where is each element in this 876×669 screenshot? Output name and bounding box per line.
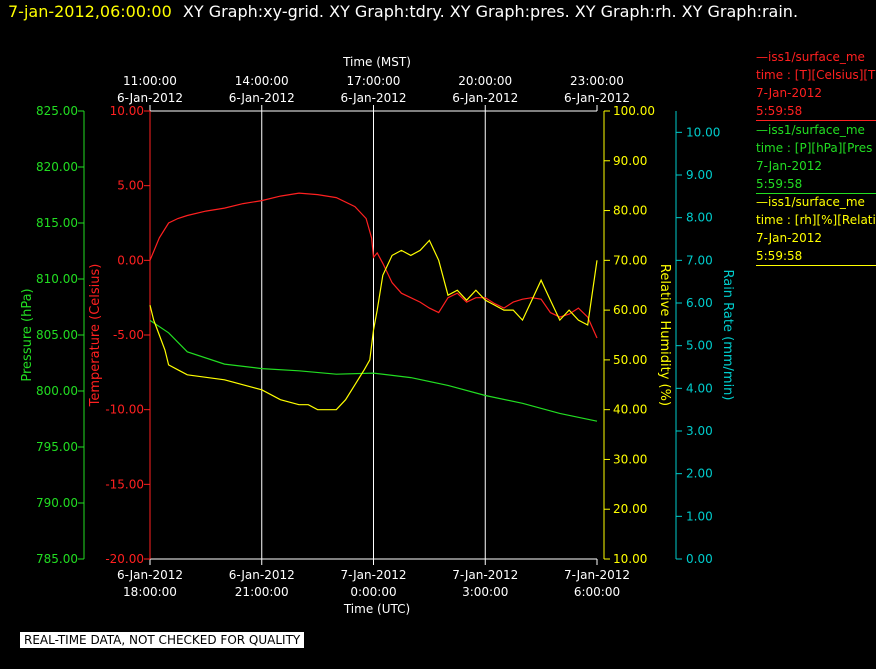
top-tick-date: 6-Jan-2012 <box>452 91 518 105</box>
rain-tick-label: 8.00 <box>686 211 713 225</box>
humidity-tick-label: 30.00 <box>613 452 647 466</box>
humidity-series-line <box>149 239 598 411</box>
top-tick-date: 6-Jan-2012 <box>341 91 407 105</box>
legend-entry-time: 5:59:58 <box>756 249 803 263</box>
bottom-tick-time: 18:00:00 <box>123 585 177 599</box>
timestamp: 7-jan-2012,06:00:00 <box>8 2 172 21</box>
temperature-tick-label: 5.00 <box>117 179 144 193</box>
pressure-tick-label: 815.00 <box>36 216 78 230</box>
top-tick-date: 6-Jan-2012 <box>117 91 183 105</box>
top-tick-date: 6-Jan-2012 <box>564 91 630 105</box>
temperature-tick-label: -10.00 <box>105 403 144 417</box>
rain-tick-label: 1.00 <box>686 509 713 523</box>
legend-entry-time: 5:59:58 <box>756 104 803 118</box>
bottom-tick-time: 3:00:00 <box>462 585 508 599</box>
bottom-tick-date: 7-Jan-2012 <box>564 568 630 582</box>
top-tick-time: 20:00:00 <box>458 74 512 88</box>
temperature-tick-label: 0.00 <box>117 253 144 267</box>
temperature-tick-label: -15.00 <box>105 477 144 491</box>
bottom-tick-time: 6:00:00 <box>574 585 620 599</box>
legend-temperature: —iss1/surface_me time : [T][Celsius][T 7… <box>756 48 876 121</box>
temperature-tick-label: -20.00 <box>105 552 144 566</box>
bottom-tick-date: 7-Jan-2012 <box>452 568 518 582</box>
pressure-axis-label: Pressure (hPa) <box>20 288 35 381</box>
pressure-tick-label: 820.00 <box>36 160 78 174</box>
temperature-tick-label: 10.00 <box>110 104 144 118</box>
pressure-tick-label: 785.00 <box>36 552 78 566</box>
legend-humidity: —iss1/surface_me time : [rh][%][Relati 7… <box>756 193 876 266</box>
pressure-tick-label: 790.00 <box>36 496 78 510</box>
humidity-tick-label: 20.00 <box>613 502 647 516</box>
legend-entry-var: time : [P][hPa][Pres <box>756 141 873 155</box>
rain-tick-label: 10.00 <box>686 125 720 139</box>
rain-tick-label: 5.00 <box>686 339 713 353</box>
top-tick-time: 14:00:00 <box>235 74 289 88</box>
bottom-tick-date: 6-Jan-2012 <box>117 568 183 582</box>
pressure-tick-label: 810.00 <box>36 272 78 286</box>
pressure-tick-label: 805.00 <box>36 328 78 342</box>
graph-title-bar: 7-jan-2012,06:00:00 XY Graph:xy-grid. XY… <box>8 2 798 21</box>
rain-tick-label: 2.00 <box>686 467 713 481</box>
legend-entry-line: —iss1/surface_me <box>756 123 865 137</box>
legend-entry-date: 7-Jan-2012 <box>756 231 822 245</box>
humidity-axis-label: Relative Humidity (%) <box>657 264 672 406</box>
legend-entry-var: time : [T][Celsius][T <box>756 68 876 82</box>
temperature-axis-label: Temperature (Celsius) <box>88 264 103 408</box>
top-tick-time: 11:00:00 <box>123 74 177 88</box>
humidity-tick-label: 10.00 <box>613 552 647 566</box>
humidity-tick-label: 100.00 <box>613 104 655 118</box>
top-axis-label: Time (MST) <box>342 55 411 69</box>
humidity-tick-label: 50.00 <box>613 353 647 367</box>
top-tick-time: 23:00:00 <box>570 74 624 88</box>
humidity-tick-label: 60.00 <box>613 303 647 317</box>
rain-tick-label: 0.00 <box>686 552 713 566</box>
top-tick-date: 6-Jan-2012 <box>229 91 295 105</box>
rain-tick-label: 6.00 <box>686 296 713 310</box>
humidity-tick-label: 90.00 <box>613 154 647 168</box>
bottom-tick-date: 7-Jan-2012 <box>341 568 407 582</box>
legend-entry-date: 7-Jan-2012 <box>756 159 822 173</box>
temperature-tick-label: -5.00 <box>113 328 144 342</box>
rain-tick-label: 9.00 <box>686 168 713 182</box>
quality-disclaimer: REAL-TIME DATA, NOT CHECKED FOR QUALITY <box>20 632 305 648</box>
rain-tick-label: 3.00 <box>686 424 713 438</box>
rain-tick-label: 7.00 <box>686 253 713 267</box>
pressure-tick-label: 795.00 <box>36 440 78 454</box>
graph-list: XY Graph:xy-grid. XY Graph:tdry. XY Grap… <box>182 2 799 21</box>
top-tick-time: 17:00:00 <box>347 74 401 88</box>
bottom-tick-time: 21:00:00 <box>235 585 289 599</box>
legend-entry-date: 7-Jan-2012 <box>756 86 822 100</box>
rain-tick-label: 4.00 <box>686 381 713 395</box>
humidity-tick-label: 80.00 <box>613 204 647 218</box>
legend-entry-var: time : [rh][%][Relati <box>756 213 876 227</box>
legend-entry-time: 5:59:58 <box>756 177 803 191</box>
pressure-tick-label: 800.00 <box>36 384 78 398</box>
rain-axis-label: Rain Rate (mm/min) <box>720 269 735 400</box>
legend-entry-line: —iss1/surface_me <box>756 195 865 209</box>
legend-entry-line: —iss1/surface_me <box>756 50 865 64</box>
bottom-tick-time: 0:00:00 <box>350 585 396 599</box>
humidity-tick-label: 70.00 <box>613 253 647 267</box>
pressure-tick-label: 825.00 <box>36 104 78 118</box>
humidity-tick-label: 40.00 <box>613 403 647 417</box>
bottom-axis-label: Time (UTC) <box>343 602 410 616</box>
bottom-tick-date: 6-Jan-2012 <box>229 568 295 582</box>
pressure-series-line <box>149 319 598 422</box>
legend-pressure: —iss1/surface_me time : [P][hPa][Pres 7-… <box>756 121 876 194</box>
